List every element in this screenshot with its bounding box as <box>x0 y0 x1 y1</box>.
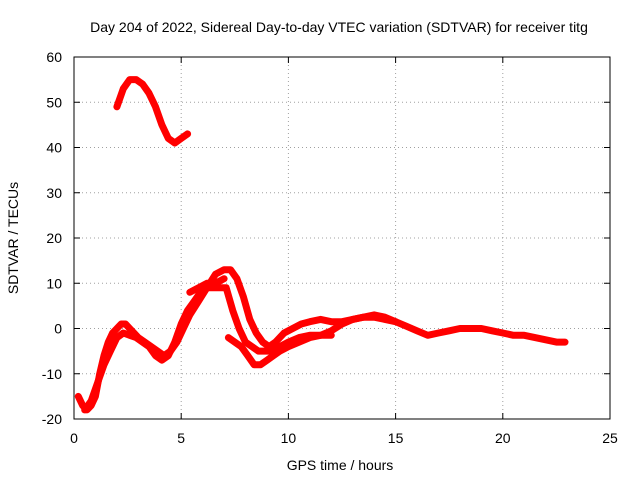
y-tick-label: 0 <box>54 321 62 337</box>
x-axis-label: GPS time / hours <box>287 457 394 473</box>
y-tick-label: -10 <box>42 366 62 382</box>
chart-title: Day 204 of 2022, Sidereal Day-to-day VTE… <box>90 19 588 35</box>
y-tick-label: 30 <box>46 185 62 201</box>
y-axis-label: SDTVAR / TECUs <box>5 182 21 294</box>
x-tick-label: 20 <box>495 430 511 446</box>
y-tick-label: 50 <box>46 94 62 110</box>
y-tick-label: -20 <box>42 411 62 427</box>
y-tick-label: 10 <box>46 275 62 291</box>
data-series <box>74 76 569 414</box>
series-line-segment-upper-arc <box>74 266 569 414</box>
series-line-segment-mid-short <box>186 275 228 296</box>
y-tick-label: 20 <box>46 230 62 246</box>
grid-lines <box>74 57 610 419</box>
y-tick-label: 60 <box>46 49 62 65</box>
axis-ticks: 0 5 10 15 20 25 -20 -10 0 10 20 30 40 50 60 <box>42 49 618 446</box>
series-line-segment-early-high <box>113 76 192 147</box>
x-tick-label: 5 <box>177 430 185 446</box>
x-tick-label: 25 <box>602 430 618 446</box>
x-tick-label: 15 <box>388 430 404 446</box>
x-tick-label: 0 <box>70 430 78 446</box>
y-tick-label: 40 <box>46 140 62 156</box>
series-line-segment-dip-late <box>224 331 335 369</box>
x-tick-label: 10 <box>281 430 297 446</box>
